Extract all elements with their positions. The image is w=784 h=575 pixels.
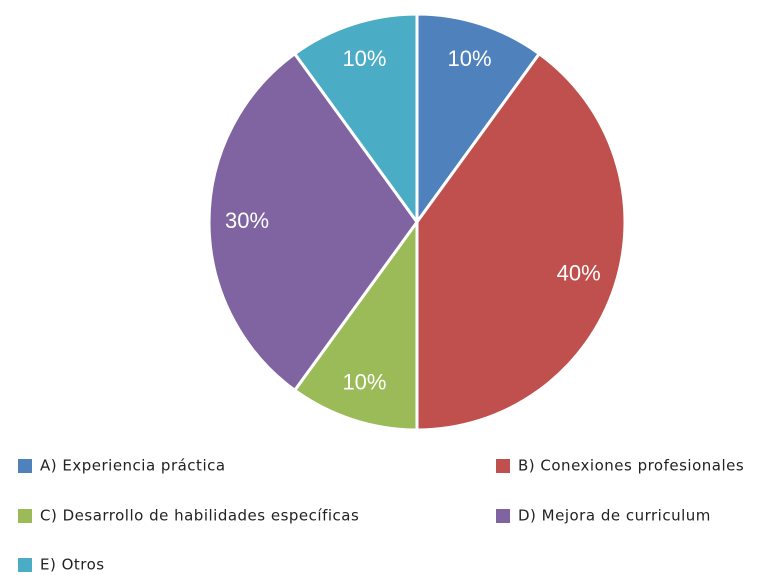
legend-label: A) Experiencia práctica [40, 457, 226, 475]
value-label: 30% [225, 208, 269, 233]
value-label: 10% [342, 369, 386, 394]
legend-swatch [18, 509, 32, 523]
pie-slice [207, 51, 419, 393]
pie-slice [292, 217, 419, 432]
legend-swatch [18, 558, 32, 572]
pie-slice [415, 51, 627, 432]
legend-swatch [496, 509, 510, 523]
legend-label: B) Conexiones profesionales [518, 457, 744, 475]
pie-slice [292, 12, 419, 227]
value-label: 40% [557, 260, 601, 285]
legend-swatch [18, 459, 32, 473]
legend-label: D) Mejora de curriculum [518, 507, 711, 525]
legend-label: C) Desarrollo de habilidades específicas [40, 507, 359, 525]
value-label: 10% [448, 46, 492, 71]
value-label: 10% [342, 46, 386, 71]
pie-slice [415, 12, 542, 227]
legend-label: E) Otros [40, 556, 105, 574]
legend-swatch [496, 459, 510, 473]
